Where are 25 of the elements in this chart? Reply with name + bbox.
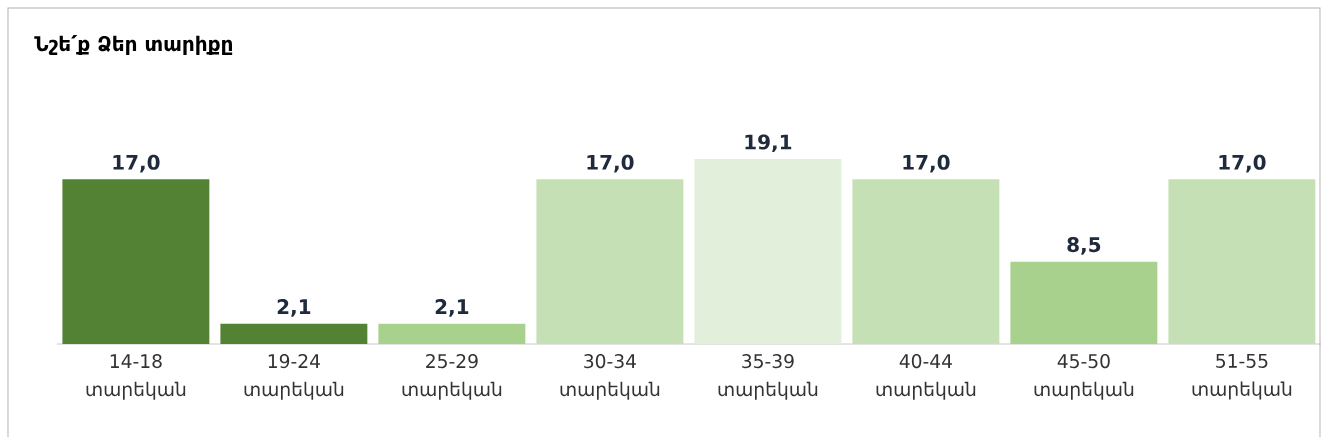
x-tick-label: 14-18 տարեկան: [86, 354, 186, 401]
x-tick-label: 35-39 տարեկան: [718, 354, 818, 401]
x-tick-label: 40-44 տարեկան: [876, 354, 976, 401]
x-tick-label: 25-29 տարեկան: [402, 354, 502, 401]
data-label: 17,0: [587, 154, 634, 173]
x-tick-label: 45-50 տարեկան: [1034, 354, 1134, 401]
data-label: 2,1: [277, 299, 311, 317]
data-label: 8,5: [1067, 237, 1101, 255]
chart-title: Նշե՛ք Ձեր տարիքը: [34, 35, 233, 56]
x-tick-label: 51-55 տարեկան: [1192, 354, 1292, 400]
data-label: 2,1: [435, 299, 469, 317]
bar: [378, 323, 526, 345]
data-label: 17,0: [903, 154, 950, 173]
data-label: 17,0: [1219, 154, 1266, 173]
x-tick-label: 30-34 տարեկան: [560, 354, 660, 401]
bar: [694, 159, 842, 345]
bar: [852, 179, 1000, 345]
bar: [536, 179, 684, 345]
bar: [62, 179, 210, 345]
data-label: 19,1: [745, 134, 792, 153]
data-label: 17,0: [113, 154, 160, 173]
bar: [220, 323, 368, 345]
bar: [1168, 179, 1316, 345]
bar: [1010, 261, 1158, 345]
x-tick-label: 19-24 տարեկան: [244, 354, 344, 401]
